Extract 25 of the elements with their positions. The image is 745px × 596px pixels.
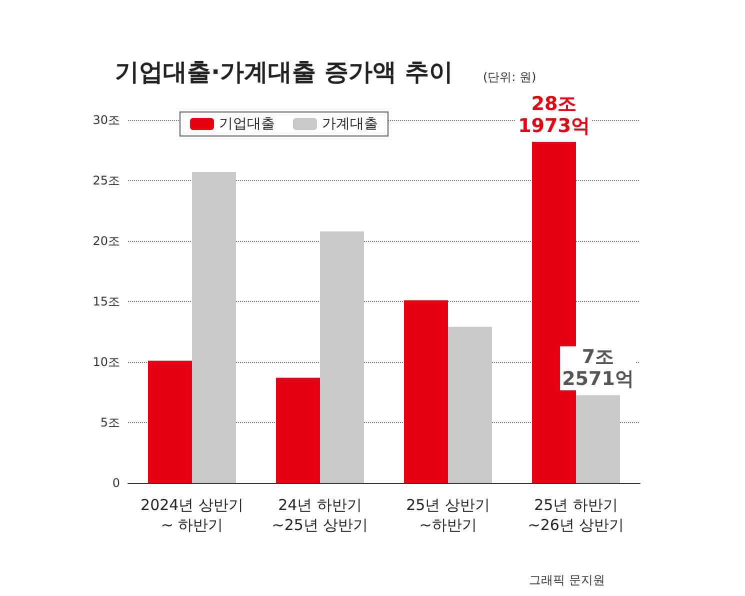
bar (448, 326, 492, 483)
y-tick-label: 10조 (92, 355, 120, 369)
bar (276, 378, 320, 483)
bar (404, 300, 448, 483)
bar (576, 395, 620, 483)
legend-label: 기업대출 (219, 116, 275, 132)
data-label: 28조 1973억 (518, 92, 590, 137)
chart-subtitle: (단위: 원) (483, 70, 536, 84)
x-tick-label: 2024년 상반기 ~ 하반기 (140, 496, 244, 534)
y-tick-label: 0 (112, 476, 120, 490)
y-tick-label: 15조 (92, 294, 120, 308)
chart-title: 기업대출·가계대출 증가액 추이 (115, 58, 453, 86)
bar (192, 172, 236, 483)
y-tick-label: 25조 (92, 174, 120, 188)
y-tick-label: 30조 (92, 113, 120, 127)
text: 그래픽 문지원 (529, 573, 606, 587)
x-tick-label: 25년 상반기 ~하반기 (406, 496, 490, 534)
y-tick-label: 20조 (92, 234, 120, 248)
data-label: 7조 2571억 (562, 346, 634, 390)
bar (148, 360, 192, 483)
legend-label: 가계대출 (322, 116, 378, 132)
bar (320, 231, 364, 483)
x-tick-label: 25년 하반기 ~26년 상반기 (528, 496, 624, 534)
x-tick-label: 24년 하반기 ~25년 상반기 (272, 496, 368, 534)
y-tick-label: 5조 (100, 416, 120, 430)
